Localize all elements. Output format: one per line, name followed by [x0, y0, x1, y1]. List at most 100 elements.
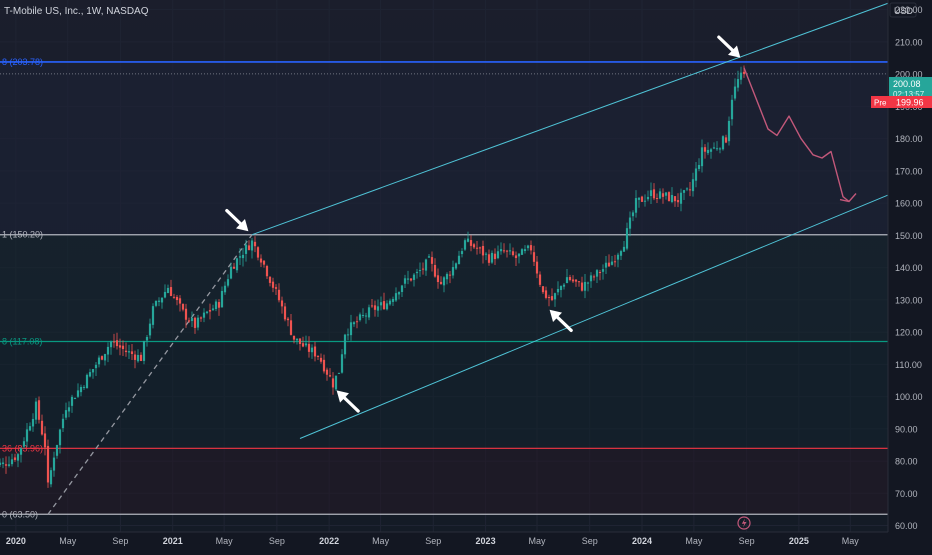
candle-body	[196, 317, 200, 328]
candle-body	[664, 192, 668, 196]
candle-body	[82, 386, 86, 388]
candle-body	[637, 197, 641, 200]
candle-body	[67, 407, 71, 412]
pre-market-badge: Pre 199.96	[871, 96, 932, 108]
candle-body	[667, 192, 671, 202]
time-tick-label: May	[685, 536, 703, 546]
candle-body	[106, 346, 110, 355]
candle-body	[361, 314, 365, 316]
arrow-shaft	[553, 313, 573, 333]
candle-body	[727, 120, 731, 142]
candle-body	[193, 317, 197, 328]
candle-body	[688, 189, 692, 191]
last-price-badge: 200.08 02:13:57	[889, 77, 932, 99]
candle-body	[325, 369, 329, 375]
candle-body	[187, 320, 191, 322]
candle-body	[58, 429, 62, 446]
candle-body	[700, 147, 704, 167]
time-tick-label: May	[842, 536, 860, 546]
candle-body	[337, 372, 341, 374]
candle-body	[43, 433, 47, 448]
candle-body	[583, 281, 587, 291]
candle-body	[445, 273, 449, 280]
candle-body	[487, 254, 491, 263]
candle-body	[355, 321, 359, 323]
time-axis-bg[interactable]	[0, 532, 932, 550]
candle-body	[304, 343, 308, 346]
price-tick-label: 140.00	[895, 263, 923, 273]
candle-body	[598, 271, 602, 274]
candle-body	[94, 364, 98, 369]
candle-body	[712, 147, 716, 149]
candle-body	[157, 300, 161, 302]
time-tick-label: May	[372, 536, 390, 546]
candle-body	[271, 281, 275, 288]
flash-icon[interactable]	[737, 516, 751, 530]
trend-drawings[interactable]	[47, 2, 889, 515]
fib-zone	[0, 341, 888, 449]
last-price-value: 200.08	[893, 79, 921, 89]
arrow-head	[235, 219, 249, 232]
candle-body	[166, 287, 170, 293]
candle-body	[535, 261, 539, 274]
fib-label: 8 (203.78)	[2, 57, 43, 67]
price-tick-label: 200.00	[895, 70, 923, 80]
candle-body	[574, 279, 578, 282]
candle-body	[229, 266, 233, 279]
candle-body	[148, 323, 152, 336]
candle-body	[55, 444, 59, 456]
candle-body	[112, 341, 116, 343]
candle-body	[400, 285, 404, 292]
candle-body	[421, 268, 425, 270]
candle-body	[241, 254, 245, 259]
candle-body	[517, 253, 521, 257]
candle-body	[289, 320, 293, 335]
currency-badge[interactable]	[889, 2, 917, 18]
candle-body	[463, 240, 467, 250]
candle-body	[736, 79, 740, 88]
candle-body	[589, 275, 593, 282]
candle-body	[214, 301, 218, 310]
candle-body	[169, 287, 173, 296]
projection-path[interactable]	[743, 67, 857, 203]
annotation-arrows[interactable]	[225, 35, 741, 413]
candle-body	[190, 318, 194, 322]
fib-zones	[0, 61, 888, 515]
candle-body	[328, 375, 332, 377]
candle-body	[529, 245, 533, 251]
candle-body	[211, 308, 215, 311]
candle-body	[40, 420, 44, 435]
candle-body	[163, 291, 167, 298]
candle-body	[88, 372, 92, 377]
candle-body	[259, 258, 263, 263]
candle-body	[46, 445, 50, 483]
candle-body	[373, 305, 377, 310]
candle-body	[613, 261, 617, 263]
candle-body	[292, 335, 296, 340]
candle-body	[592, 276, 596, 278]
candle-body	[376, 306, 380, 311]
candle-body	[559, 286, 563, 291]
candle-body	[382, 301, 386, 310]
candle-body	[730, 99, 734, 120]
fib-label: 8 (117.08)	[2, 337, 42, 347]
candle-body	[316, 355, 320, 357]
candle-body	[352, 322, 356, 325]
candle-body	[13, 457, 17, 460]
channel-lower-line	[299, 194, 889, 439]
candle-body	[109, 341, 113, 348]
candle-body	[604, 262, 608, 268]
candle-body	[346, 334, 350, 336]
fib-zone	[0, 448, 888, 515]
candle-body	[73, 398, 77, 400]
candle-body	[499, 249, 503, 252]
candle-body	[580, 282, 584, 291]
symbol-title[interactable]: T-Mobile US, Inc., 1W, NASDAQ	[4, 6, 149, 17]
channel-upper-line	[251, 2, 889, 236]
candle-body	[127, 351, 131, 353]
candle-body	[268, 276, 272, 283]
annotation-arrow	[225, 208, 249, 232]
price-tick-label: 100.00	[895, 392, 923, 402]
candle-body	[367, 307, 371, 318]
